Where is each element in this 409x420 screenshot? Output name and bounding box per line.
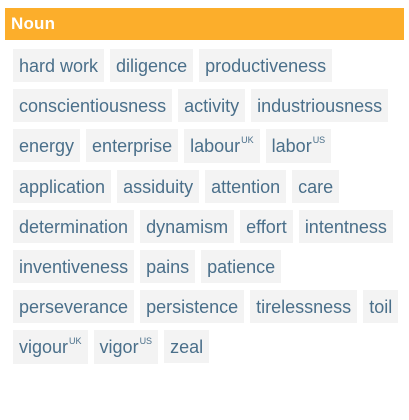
synonym-tag[interactable]: persistence [140, 290, 245, 323]
synonym-word: determination [19, 216, 129, 237]
synonym-word: diligence [116, 55, 188, 76]
synonym-word: application [19, 176, 106, 197]
synonym-word: perseverance [19, 296, 129, 317]
synonym-tag[interactable]: inventiveness [13, 250, 135, 283]
synonym-word: conscientiousness [19, 95, 167, 116]
synonym-tag[interactable]: zeal [164, 330, 210, 363]
synonym-tag[interactable]: productiveness [199, 49, 333, 82]
synonym-tag[interactable]: tirelessness [250, 290, 358, 323]
synonym-word: labour [190, 136, 241, 156]
synonym-tag[interactable]: toil [363, 290, 399, 323]
synonym-list: hard work diligence productiveness conscien… [13, 49, 403, 364]
synonym-tag[interactable]: determination [13, 210, 135, 243]
synonym-tag[interactable]: industriousness [251, 89, 389, 122]
synonym-word: vigour [19, 337, 69, 357]
synonym-tag[interactable]: patience [201, 250, 282, 283]
synonym-word: hard work [19, 55, 99, 76]
synonym-word: persistence [146, 296, 239, 317]
synonym-word: productiveness [205, 55, 327, 76]
synonym-tag[interactable]: vigor US [93, 330, 159, 364]
synonym-word: patience [207, 256, 276, 277]
synonym-word: industriousness [257, 95, 383, 116]
synonym-word: attention [211, 176, 281, 197]
synonym-tag[interactable]: enterprise [86, 129, 179, 162]
synonym-tag[interactable]: assiduity [117, 170, 200, 203]
synonym-tag[interactable]: hard work [13, 49, 105, 82]
part-of-speech-header: Noun [5, 8, 404, 40]
synonym-word: labor [271, 136, 312, 156]
region-label: US [139, 335, 153, 346]
synonym-tag[interactable]: labor US [265, 129, 332, 163]
synonym-tag[interactable]: pains [140, 250, 196, 283]
synonym-word: assiduity [123, 176, 194, 197]
synonym-tag[interactable]: activity [178, 89, 246, 122]
synonym-tag[interactable]: conscientiousness [13, 89, 173, 122]
synonym-word: inventiveness [19, 256, 129, 277]
synonym-tag[interactable]: energy [13, 129, 81, 162]
region-label: UK [241, 134, 254, 145]
synonym-word: effort [246, 216, 287, 237]
region-label: US [312, 134, 326, 145]
synonym-tag[interactable]: diligence [110, 49, 194, 82]
synonym-word: care [298, 176, 334, 197]
synonym-tag[interactable]: attention [205, 170, 287, 203]
synonym-word: pains [146, 256, 190, 277]
synonym-tag[interactable]: perseverance [13, 290, 135, 323]
synonym-word: tirelessness [256, 296, 352, 317]
synonym-word: zeal [170, 336, 204, 357]
synonym-tag[interactable]: application [13, 170, 112, 203]
synonym-word: enterprise [92, 135, 173, 156]
synonym-tag[interactable]: vigour UK [13, 330, 88, 364]
synonym-tag[interactable]: intentness [298, 210, 393, 243]
synonym-word: vigor [99, 337, 139, 357]
part-of-speech-title: Noun [11, 14, 56, 33]
synonym-word: dynamism [146, 216, 229, 237]
synonym-word: activity [184, 95, 240, 116]
region-label: UK [69, 335, 82, 346]
synonym-tag[interactable]: effort [240, 210, 293, 243]
synonym-tag[interactable]: dynamism [140, 210, 235, 243]
synonym-word: intentness [304, 216, 387, 237]
synonym-word: energy [19, 135, 75, 156]
synonym-tag[interactable]: labour UK [184, 129, 260, 163]
synonym-word: toil [369, 296, 393, 317]
synonym-tag[interactable]: care [292, 170, 340, 203]
